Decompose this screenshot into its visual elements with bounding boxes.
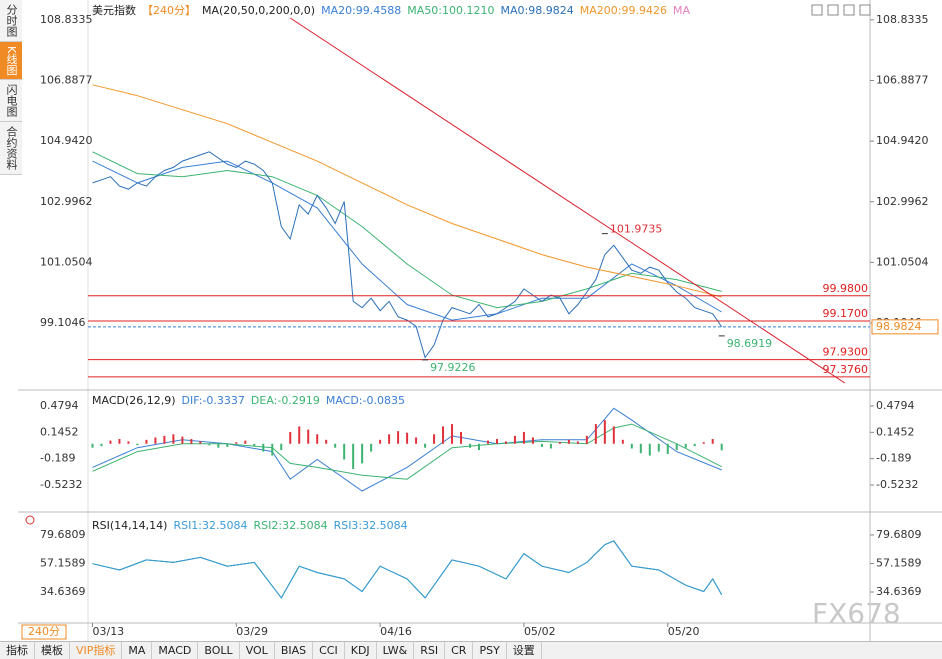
toolbar-button[interactable]: 模板: [35, 642, 70, 659]
panel-title: 美元指数: [92, 3, 136, 17]
series-line: [92, 151, 722, 309]
legend-entry: DIF:-0.3337: [182, 394, 245, 407]
y-tick-label: 34.6369: [40, 585, 86, 598]
series-line: [92, 84, 722, 298]
y-tick-label: 57.1589: [876, 556, 922, 569]
y-tick-label: -0.5232: [40, 478, 82, 491]
y-tick-label: 106.8877: [40, 73, 93, 86]
side-tab[interactable]: K线图: [0, 42, 22, 81]
y-tick-label: 0.4794: [876, 399, 915, 412]
side-tab[interactable]: 合约资料: [0, 122, 22, 176]
toolbar-button[interactable]: 指标: [0, 642, 35, 659]
side-tab[interactable]: 分时图: [0, 0, 22, 42]
legend-entry: MA20:99.4588: [321, 4, 401, 17]
legend-entry: MA0:98.9824: [501, 4, 574, 17]
y-tick-label: 0.4794: [40, 399, 79, 412]
series-line: [92, 151, 723, 359]
level-label: 97.9300: [823, 346, 869, 359]
y-tick-label: 108.8335: [876, 13, 929, 26]
toolbar-button[interactable]: VOL: [240, 642, 275, 659]
y-tick-label: 57.1589: [40, 556, 86, 569]
extreme-label: 101.9735: [610, 223, 663, 236]
series-line: [92, 540, 723, 599]
x-tick-label: 05/02: [524, 625, 556, 638]
panel-title: MACD(26,12,9): [92, 394, 176, 407]
x-tick-label: 03/29: [236, 625, 268, 638]
last-price-label: 98.9824: [876, 320, 922, 333]
legend-entry: RSI1:32.5084: [173, 519, 247, 532]
panel-subtitle: 【240分】: [142, 4, 196, 17]
indicator-params: MA(20,50,0,200,0,0): [202, 4, 315, 17]
icon[interactable]: [859, 4, 871, 16]
trend-line: [289, 17, 846, 384]
last-price-box: [871, 319, 939, 335]
toolbar-button[interactable]: KDJ: [345, 642, 377, 659]
y-tick-label: 104.9420: [40, 134, 93, 147]
legend-entry: DEA:-0.2919: [251, 394, 320, 407]
y-tick-label: 108.8335: [40, 13, 93, 26]
toolbar-button[interactable]: BOLL: [198, 642, 240, 659]
toolbar-button[interactable]: MA: [122, 642, 153, 659]
y-tick-label: 34.6369: [876, 585, 922, 598]
period-label: 240分: [28, 625, 60, 638]
y-tick-label: -0.5232: [876, 478, 918, 491]
legend-suffix: MA: [673, 4, 690, 17]
legend-entry: RSI3:32.5084: [334, 519, 408, 532]
series-line: [92, 407, 722, 492]
y-tick-label: 106.8877: [876, 73, 929, 86]
legend-entry: MACD:-0.0835: [326, 394, 405, 407]
y-tick-label: 99.1046: [40, 316, 86, 329]
period-box: [21, 624, 67, 640]
toolbar-button[interactable]: MACD: [152, 642, 199, 659]
chart: 240分 FX678 108.8335 108.8335 106.8877 106.8…: [18, 0, 942, 641]
level-label: 97.3760: [823, 363, 869, 376]
extreme-label: 98.6919: [727, 337, 773, 350]
y-tick-label: 101.0504: [40, 255, 93, 268]
y-tick-label: 0.1452: [40, 425, 79, 438]
toolbar-button[interactable]: BIAS: [275, 642, 314, 659]
y-tick-label: -0.189: [876, 452, 911, 465]
legend-entry: MA200:99.9426: [580, 4, 667, 17]
x-tick-label: 04/16: [380, 625, 412, 638]
toolbar-icons: [811, 4, 871, 16]
y-tick-label: 101.0504: [876, 255, 929, 268]
sidebar: 分时图 K线图 闪电图 合约资料: [0, 0, 22, 176]
toolbar-button[interactable]: LW&: [377, 642, 415, 659]
extreme-label: 97.9226: [430, 361, 476, 374]
watermark: FX678: [812, 597, 901, 630]
y-tick-label: 104.9420: [876, 134, 929, 147]
icon[interactable]: [811, 4, 823, 16]
level-label: 99.9800: [823, 282, 869, 295]
settings-icon[interactable]: [25, 515, 35, 525]
toolbar-button[interactable]: 设置: [507, 642, 542, 659]
icon[interactable]: [843, 4, 855, 16]
panel-title: RSI(14,14,14): [92, 519, 167, 532]
level-label: 99.1700: [823, 307, 869, 320]
x-tick-label: 05/20: [668, 625, 700, 638]
series-line: [92, 423, 722, 480]
toolbar-button[interactable]: CCI: [313, 642, 345, 659]
side-tab[interactable]: 闪电图: [0, 80, 22, 123]
x-tick-label: 03/13: [92, 625, 124, 638]
toolbar-button[interactable]: VIP指标: [70, 642, 123, 659]
y-tick-label: 79.6809: [876, 528, 922, 541]
series-line: [92, 160, 722, 321]
y-tick-label: 0.1452: [876, 425, 915, 438]
y-tick-label: 102.9962: [40, 195, 93, 208]
toolbar-button[interactable]: PSY: [473, 642, 507, 659]
legend-entry: RSI2:32.5084: [254, 519, 328, 532]
y-tick-label: 102.9962: [876, 195, 929, 208]
bottom-toolbar: 指标 模板 VIP指标 MA MACD BOLL VOL BIAS CCI KDJ LW& RSI CR…: [0, 641, 942, 659]
toolbar-button[interactable]: RSI: [414, 642, 446, 659]
toolbar-button[interactable]: CR: [445, 642, 474, 659]
icon[interactable]: [827, 4, 839, 16]
y-tick-label: -0.189: [40, 452, 75, 465]
legend-entry: MA50:100.1210: [407, 4, 494, 17]
y-tick-label: 79.6809: [40, 528, 86, 541]
